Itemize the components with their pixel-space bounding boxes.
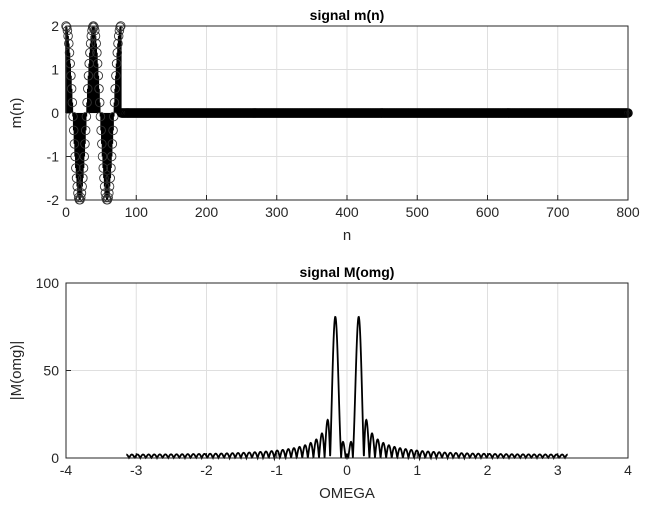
y-tick-label: 50 xyxy=(43,363,59,379)
stem-marker xyxy=(97,139,107,149)
stem-marker xyxy=(113,31,124,41)
stem-marker xyxy=(82,97,92,108)
x-tick-label: 500 xyxy=(406,204,430,220)
stem-marker xyxy=(69,139,80,149)
stem-marker xyxy=(113,38,123,49)
stem-marker xyxy=(81,111,92,122)
stem-marker xyxy=(109,111,119,122)
stem-marker xyxy=(78,163,89,173)
stem-marker xyxy=(85,38,96,49)
stem-marker xyxy=(97,151,108,162)
x-tick-label: 700 xyxy=(546,204,570,220)
x-tick-label: 3 xyxy=(554,462,562,478)
stem-marker xyxy=(80,125,91,136)
stem-marker xyxy=(96,125,106,136)
stem-marker xyxy=(115,22,125,32)
stem-marker xyxy=(103,192,113,203)
x-tick-label: 400 xyxy=(335,204,359,220)
y-tick-label: 100 xyxy=(36,275,60,291)
x-tick-label: 600 xyxy=(476,204,500,220)
stem-marker xyxy=(89,22,99,32)
x-tick-label: 2 xyxy=(484,462,492,478)
stem-marker xyxy=(79,151,90,162)
axes-box xyxy=(65,282,629,459)
x-tick-label: 0 xyxy=(343,462,351,478)
axes-2 xyxy=(65,282,629,462)
x-tick-label: -2 xyxy=(200,462,213,478)
stem-marker xyxy=(105,173,116,183)
stem-marker xyxy=(95,111,106,122)
y-tick-label: 1 xyxy=(51,62,59,78)
x-axis-label: OMEGA xyxy=(319,485,375,502)
y-tick-label: 2 xyxy=(51,18,59,34)
stem-marker xyxy=(68,111,78,122)
x-tick-label: 1 xyxy=(413,462,421,478)
chart-title: signal M(omg) xyxy=(300,264,395,280)
axes-box xyxy=(65,25,629,201)
stem-marker xyxy=(64,47,75,58)
stem-marker xyxy=(106,163,116,173)
stem-marker xyxy=(112,47,123,58)
stem-marker xyxy=(108,125,118,136)
x-tick-label: -1 xyxy=(271,462,284,478)
x-tick-label: 4 xyxy=(624,462,632,478)
stem-marker xyxy=(92,58,103,69)
y-tick-label: -1 xyxy=(47,149,60,165)
stem-marker xyxy=(78,173,88,183)
stem-marker xyxy=(66,84,77,94)
stem-marker xyxy=(109,97,120,108)
y-axis-label: |M(omg)| xyxy=(8,341,25,400)
stem-marker xyxy=(94,97,105,108)
stem-marker xyxy=(61,22,72,32)
series-m-n xyxy=(61,21,633,205)
stem-marker xyxy=(71,163,81,173)
x-tick-label: 100 xyxy=(125,204,149,220)
y-tick-label: 0 xyxy=(51,105,59,121)
stem-marker xyxy=(68,125,79,136)
stem-marker xyxy=(111,58,122,69)
x-tick-label: 800 xyxy=(616,204,640,220)
stem-marker xyxy=(111,70,121,81)
stem-marker xyxy=(70,151,80,162)
stem-marker xyxy=(93,70,104,81)
axes-1 xyxy=(61,21,633,205)
x-axis-label: n xyxy=(343,227,351,244)
stem-marker xyxy=(98,163,108,173)
x-tick-label: -4 xyxy=(60,462,73,478)
stem-marker xyxy=(83,70,94,81)
stem-marker xyxy=(92,47,102,58)
stem-marker xyxy=(91,38,101,49)
stem-marker xyxy=(64,38,74,49)
y-axis-label: m(n) xyxy=(8,98,25,129)
stem-marker xyxy=(66,70,76,81)
stem-marker xyxy=(80,139,90,149)
stem-marker xyxy=(76,188,87,198)
stem-marker xyxy=(85,47,95,58)
stem-marker xyxy=(107,139,118,149)
stem-marker xyxy=(106,151,117,162)
chart-title: signal m(n) xyxy=(310,7,385,23)
stem-marker xyxy=(67,97,78,108)
stem-marker xyxy=(72,181,82,192)
stem-marker xyxy=(83,84,93,94)
x-tick-label: -3 xyxy=(130,462,143,478)
stem-marker xyxy=(63,31,73,41)
x-tick-label: 0 xyxy=(62,204,70,220)
stem-marker xyxy=(90,31,101,41)
series-magnitude-line xyxy=(126,315,568,462)
stem-marker xyxy=(110,84,120,94)
y-tick-label: 0 xyxy=(51,450,59,466)
x-tick-label: 200 xyxy=(195,204,219,220)
stem-marker xyxy=(104,188,114,198)
stem-marker xyxy=(76,192,86,203)
stem-marker xyxy=(94,84,104,94)
stem-marker xyxy=(86,31,97,41)
stem-marker xyxy=(99,181,110,192)
y-tick-label: -2 xyxy=(47,192,60,208)
x-tick-label: 300 xyxy=(265,204,289,220)
